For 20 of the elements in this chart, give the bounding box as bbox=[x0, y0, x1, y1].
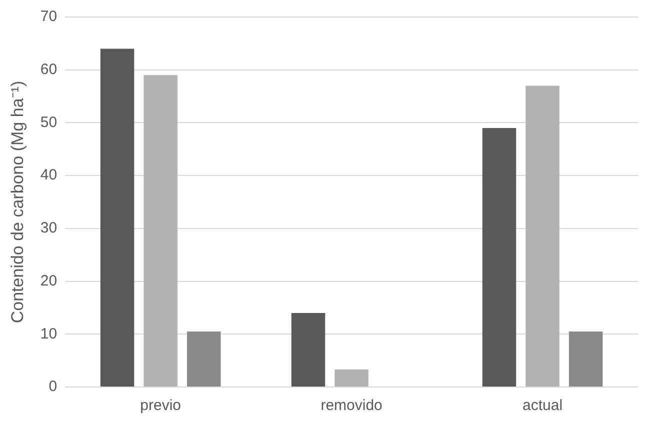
y-tick-label: 40 bbox=[40, 166, 58, 184]
bar bbox=[334, 370, 368, 386]
y-axis-title: Contenido de carbono (Mg ha⁻¹) bbox=[8, 80, 27, 324]
y-tick-label: 30 bbox=[40, 220, 58, 237]
bar bbox=[526, 86, 560, 386]
y-tick-label: 0 bbox=[48, 378, 58, 396]
y-tick-label: 60 bbox=[40, 61, 58, 78]
y-tick-label: 70 bbox=[40, 8, 58, 26]
bar bbox=[568, 332, 603, 386]
bar bbox=[100, 48, 134, 386]
bar bbox=[186, 332, 221, 386]
y-tick-label: 50 bbox=[40, 114, 58, 131]
bar bbox=[482, 128, 516, 386]
x-tick-label: previo bbox=[140, 397, 181, 414]
y-tick-label: 20 bbox=[40, 272, 58, 290]
x-tick-label: removido bbox=[320, 397, 382, 414]
bar bbox=[144, 75, 178, 386]
y-tick-label: 10 bbox=[40, 325, 58, 342]
x-tick-label: actual bbox=[522, 397, 563, 414]
bar bbox=[291, 313, 326, 386]
